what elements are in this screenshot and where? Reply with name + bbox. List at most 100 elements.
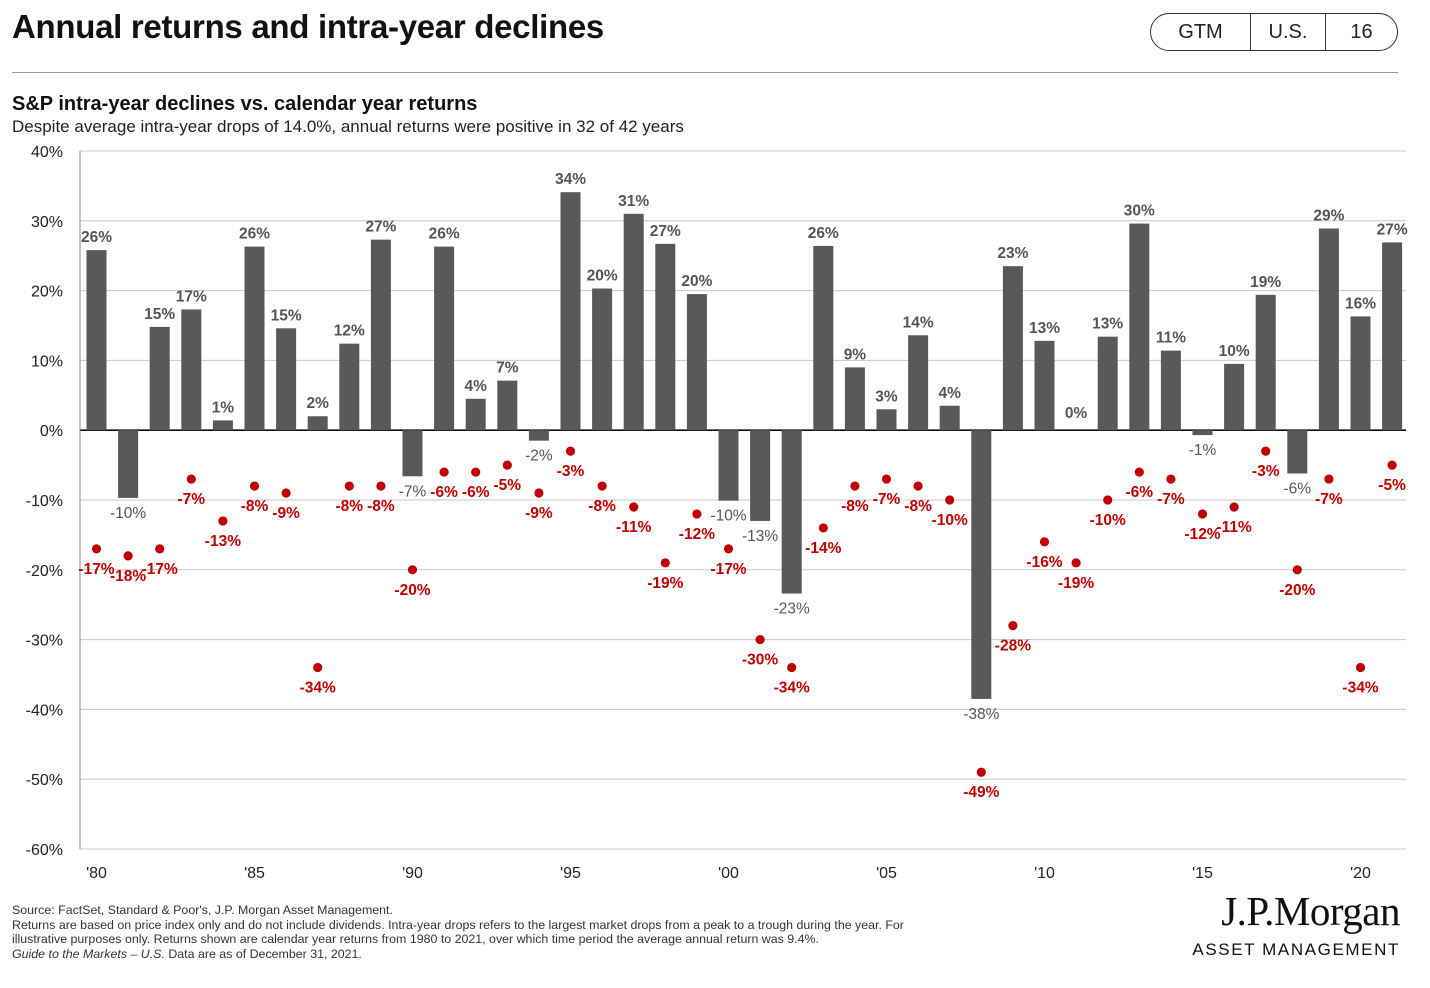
return-bar bbox=[908, 335, 929, 431]
return-label: 27% bbox=[1377, 221, 1408, 238]
logo-wordmark: J.P.Morgan bbox=[1221, 888, 1400, 934]
decline-dot bbox=[692, 509, 702, 519]
y-tick-label: -20% bbox=[26, 563, 63, 580]
return-bar bbox=[1129, 223, 1150, 431]
decline-label: -11% bbox=[1216, 519, 1252, 536]
decline-label: -3% bbox=[1252, 463, 1280, 480]
return-label: 13% bbox=[1029, 320, 1060, 337]
y-tick-label: 10% bbox=[31, 353, 63, 370]
decline-label: -13% bbox=[205, 533, 241, 550]
return-bar bbox=[1382, 242, 1403, 431]
y-tick-label: 0% bbox=[40, 423, 63, 440]
return-label: -10% bbox=[110, 505, 146, 522]
x-tick-label: '85 bbox=[244, 865, 265, 882]
return-bar bbox=[528, 430, 549, 441]
badge-gtm: GTM bbox=[1151, 14, 1251, 50]
return-label: 1% bbox=[212, 399, 235, 416]
return-label: 2% bbox=[306, 395, 329, 412]
returns-chart: 40% 30% 20% 10% 0% -10% -20% -30% -40% -50% -60% '8… bbox=[26, 144, 1408, 882]
decline-label: -11% bbox=[616, 519, 652, 536]
return-bar bbox=[718, 430, 739, 501]
decline-label: -19% bbox=[647, 575, 683, 592]
return-bar bbox=[465, 398, 486, 431]
footnote-returns-note: Returns are based on price index only an… bbox=[12, 917, 904, 932]
decline-label: -7% bbox=[1315, 491, 1343, 508]
decline-dot bbox=[1166, 474, 1176, 484]
decline-dot bbox=[344, 481, 354, 491]
return-bar bbox=[939, 405, 960, 431]
return-bar bbox=[686, 294, 707, 431]
decline-label: -10% bbox=[932, 512, 968, 529]
decline-label: -14% bbox=[805, 540, 841, 557]
decline-dot bbox=[407, 565, 418, 575]
x-tick-label: '90 bbox=[402, 865, 423, 882]
decline-dot bbox=[976, 767, 986, 777]
y-tick-label: -40% bbox=[26, 702, 63, 719]
return-label: 26% bbox=[239, 226, 270, 243]
return-label: 9% bbox=[844, 346, 867, 363]
return-label: -10% bbox=[710, 508, 746, 525]
decline-label: -20% bbox=[1279, 582, 1315, 599]
decline-dot bbox=[881, 474, 892, 484]
return-bar bbox=[781, 430, 802, 594]
return-label: 26% bbox=[81, 229, 112, 246]
decline-dot bbox=[913, 481, 923, 491]
decline-label: -17% bbox=[78, 561, 114, 578]
decline-label: -18% bbox=[110, 568, 146, 585]
jpmorgan-logo: J.P.Morgan ASSET MANAGEMENT bbox=[1188, 888, 1400, 960]
return-label: 29% bbox=[1313, 207, 1344, 224]
x-tick-label: '95 bbox=[560, 865, 581, 882]
chart-subtitle: Despite average intra-year drops of 14.0… bbox=[12, 117, 684, 136]
decline-dot bbox=[597, 481, 607, 491]
decline-dot bbox=[249, 481, 260, 491]
return-label: -2% bbox=[525, 448, 553, 465]
return-label: 34% bbox=[555, 171, 586, 188]
return-bar bbox=[149, 326, 170, 431]
x-tick-label: '00 bbox=[718, 865, 739, 882]
decline-dot bbox=[818, 523, 828, 533]
decline-label: -20% bbox=[394, 582, 430, 599]
decline-label: -17% bbox=[710, 561, 746, 578]
return-label: 4% bbox=[938, 385, 961, 402]
decline-label: -12% bbox=[1184, 526, 1220, 543]
return-bar bbox=[1350, 316, 1371, 431]
footnote-illustrative-note: illustrative purposes only. Returns show… bbox=[12, 932, 819, 946]
return-bar bbox=[1160, 350, 1181, 431]
return-bar bbox=[1097, 336, 1118, 431]
decline-label: -30% bbox=[742, 652, 778, 669]
return-bar bbox=[750, 430, 771, 521]
return-bar bbox=[623, 213, 644, 431]
return-bar bbox=[1318, 228, 1339, 431]
return-label: 20% bbox=[681, 273, 712, 290]
decline-dot bbox=[660, 558, 670, 568]
return-bar bbox=[276, 328, 297, 431]
return-label: 15% bbox=[144, 306, 175, 323]
decline-label: -3% bbox=[557, 463, 585, 480]
decline-dot bbox=[1261, 446, 1271, 456]
return-label: 19% bbox=[1250, 274, 1281, 291]
decline-dot bbox=[1387, 460, 1397, 470]
decline-dot bbox=[629, 502, 639, 512]
decline-label: -8% bbox=[841, 498, 869, 515]
return-bar bbox=[402, 430, 423, 477]
decline-dot bbox=[1324, 474, 1334, 484]
chart-title: S&P intra-year declines vs. calendar yea… bbox=[12, 93, 478, 115]
decline-dot bbox=[945, 495, 955, 505]
badge-page-number: 16 bbox=[1350, 20, 1373, 43]
decline-dot bbox=[787, 662, 797, 673]
decline-label: -9% bbox=[272, 505, 300, 522]
return-label: 27% bbox=[365, 219, 396, 236]
return-bar bbox=[813, 245, 834, 431]
decline-label: -8% bbox=[336, 498, 364, 515]
decline-dot bbox=[1008, 621, 1018, 631]
decline-dot bbox=[755, 635, 765, 645]
decline-label: -8% bbox=[588, 498, 616, 515]
return-bar bbox=[876, 409, 897, 431]
footnote-source: Source: FactSet, Standard & Poor's, J.P.… bbox=[12, 903, 393, 917]
decline-dot bbox=[218, 516, 228, 526]
return-label: 12% bbox=[334, 323, 365, 340]
return-bar bbox=[1192, 430, 1213, 436]
return-label: 27% bbox=[650, 223, 681, 240]
y-tick-label: -50% bbox=[26, 772, 63, 789]
decline-dot bbox=[376, 481, 386, 491]
